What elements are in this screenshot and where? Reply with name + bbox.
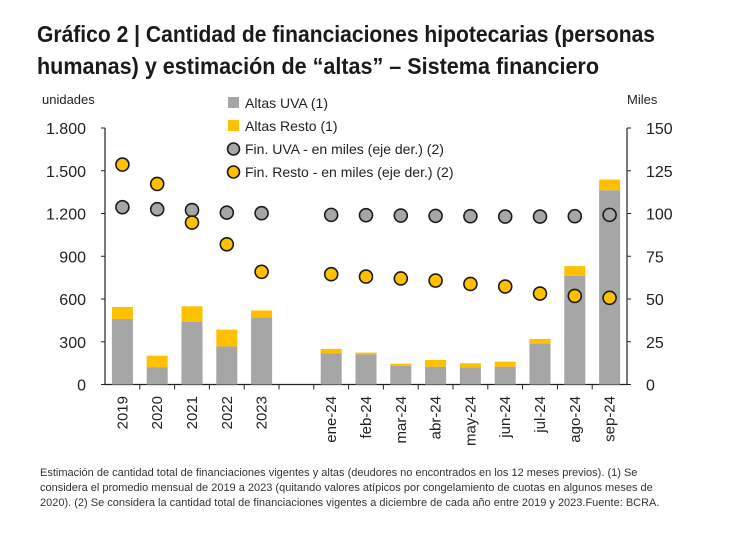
y2-axis-label: Miles: [627, 92, 658, 107]
point-fin-uva: [393, 208, 409, 223]
bar-altas-resto: [111, 306, 133, 319]
bar-altas-resto: [216, 329, 238, 347]
bar-altas-uva: [181, 321, 203, 385]
point-fin-uva: [602, 207, 617, 223]
y2-tick-label: 0: [646, 378, 655, 395]
footnote: Estimación de cantidad total de financia…: [40, 467, 660, 509]
legend-swatch: [228, 97, 239, 108]
point-fin-resto: [532, 286, 548, 301]
point-fin-resto: [323, 266, 339, 282]
bar-altas-resto: [146, 355, 168, 368]
point-fin-resto: [497, 279, 513, 294]
point-fin-resto: [463, 276, 478, 292]
bar-altas-resto: [529, 338, 551, 344]
bar-altas-uva: [564, 275, 586, 385]
point-fin-uva: [149, 201, 165, 217]
x-tick-label: 2021: [184, 396, 201, 429]
point-fin-uva: [567, 208, 583, 224]
y-tick-label: 300: [59, 335, 86, 352]
bar-altas-uva: [599, 190, 621, 385]
x-tick-label: ene-24: [323, 396, 340, 443]
point-fin-uva: [497, 209, 513, 224]
point-fin-uva: [532, 209, 548, 224]
bar-altas-uva: [320, 353, 342, 385]
y2-tick-label: 25: [646, 335, 664, 352]
point-fin-resto: [602, 290, 617, 306]
legend-marker: [226, 165, 241, 179]
y2-tick-label: 125: [646, 164, 673, 181]
point-fin-uva: [254, 205, 269, 221]
chart-title-line1: Gráfico 2 | Cantidad de financiaciones h…: [37, 21, 655, 47]
point-fin-uva: [358, 207, 374, 223]
y-tick-label: 600: [59, 292, 86, 309]
bar-altas-resto: [494, 361, 516, 367]
y2-tick-label: 150: [646, 121, 673, 138]
x-tick-label: 2022: [219, 396, 236, 429]
x-tick-label: abr-24: [428, 396, 445, 439]
y2-tick-label: 100: [646, 207, 673, 224]
bar-altas-uva: [459, 367, 481, 385]
x-tick-label: ago-24: [567, 396, 584, 443]
bar-altas-resto: [599, 179, 621, 191]
x-tick-label: feb-24: [358, 396, 375, 439]
bar-altas-uva: [216, 346, 238, 385]
y-tick-label: 0: [77, 378, 86, 395]
y-tick-label: 1.500: [46, 164, 86, 181]
bar-altas-uva: [111, 318, 133, 385]
x-tick-label: mar-24: [393, 396, 410, 444]
chart-title-line2: humanas) y estimación de “altas” – Siste…: [37, 53, 599, 79]
x-tick-label: jul-24: [532, 396, 549, 434]
bar-altas-resto: [355, 352, 377, 355]
x-tick-label: 2019: [114, 396, 131, 429]
bar-altas-uva: [251, 317, 273, 385]
y-tick-label: 1.200: [46, 207, 86, 224]
point-fin-uva: [115, 199, 130, 215]
bar-altas-uva: [529, 343, 551, 385]
point-fin-resto: [393, 271, 409, 286]
legend-label: Fin. Resto - en miles (eje der.) (2): [245, 164, 454, 180]
point-fin-uva: [184, 202, 200, 218]
bar-altas-resto: [425, 359, 447, 367]
point-fin-uva: [463, 208, 478, 224]
y2-tick-label: 75: [646, 249, 664, 266]
bar-altas-resto: [390, 363, 412, 366]
point-fin-resto: [184, 215, 200, 230]
bar-altas-resto: [251, 310, 273, 318]
point-fin-uva: [323, 207, 339, 223]
legend-marker: [226, 142, 241, 156]
point-fin-resto: [358, 269, 374, 284]
y-tick-label: 1.800: [46, 121, 86, 138]
chart-svg: Gráfico 2 | Cantidad de financiaciones h…: [37, 21, 673, 446]
bar-altas-uva: [390, 365, 412, 385]
legend-label: Altas UVA (1): [245, 95, 328, 111]
y-axis-label: unidades: [42, 92, 95, 107]
x-tick-label: 2020: [149, 396, 166, 429]
x-tick-label: jun-24: [497, 396, 514, 439]
point-fin-resto: [149, 176, 165, 192]
legend-swatch: [228, 120, 239, 131]
legend-label: Altas Resto (1): [245, 118, 338, 134]
bar-altas-uva: [425, 366, 447, 385]
point-fin-resto: [219, 236, 235, 252]
bar-altas-resto: [459, 363, 481, 368]
bar-altas-resto: [320, 348, 342, 354]
bar-altas-uva: [494, 366, 516, 385]
x-tick-label: may-24: [462, 396, 479, 446]
point-fin-uva: [219, 205, 235, 220]
point-fin-resto: [567, 288, 583, 304]
point-fin-uva: [428, 208, 443, 224]
bar-altas-uva: [146, 367, 168, 385]
bar-altas-resto: [181, 306, 203, 322]
y2-tick-label: 50: [646, 292, 664, 309]
point-fin-resto: [254, 264, 269, 280]
bar-altas-uva: [355, 354, 377, 385]
y-tick-label: 900: [59, 249, 86, 266]
x-tick-label: 2023: [254, 396, 271, 429]
point-fin-resto: [428, 273, 443, 288]
point-fin-resto: [115, 157, 130, 172]
x-tick-label: sep-24: [602, 396, 619, 442]
bar-altas-resto: [564, 266, 586, 276]
legend-label: Fin. UVA - en miles (eje der.) (2): [245, 141, 444, 157]
